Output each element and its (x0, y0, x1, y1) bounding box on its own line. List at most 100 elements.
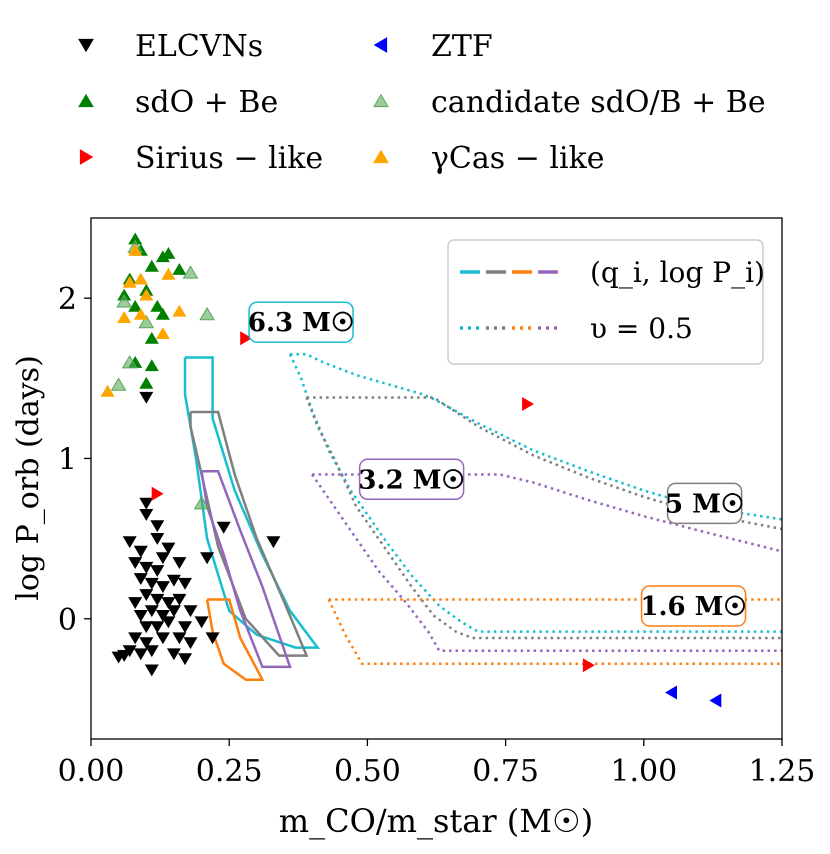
point-triangle-down-0-27 (183, 605, 198, 618)
point-triangle-up-3-6 (133, 307, 148, 320)
mass-label-3: 1.6 M☉ (640, 592, 746, 622)
point-triangle-left-5-1 (709, 693, 722, 708)
dotted-curve-7 (327, 598, 782, 665)
point-triangle-up-3-4 (139, 288, 154, 301)
point-triangle-up-1-14 (144, 359, 159, 372)
point-triangle-down-0-4 (122, 536, 137, 549)
point-triangle-down-0-16 (166, 574, 181, 587)
point-triangle-down-0-49 (266, 536, 281, 549)
region-outline-1 (189, 410, 309, 657)
point-triangle-down-0-36 (172, 632, 187, 645)
point-triangle-down-0-38 (205, 632, 220, 645)
plot-frame (90, 217, 783, 740)
point-triangle-down-0-2 (139, 509, 154, 521)
point-triangle-down-0-47 (216, 521, 231, 534)
point-triangle-down-0-8 (128, 557, 143, 569)
point-triangle-up-1-11 (155, 307, 170, 320)
y-tick-label-0: 0 (58, 603, 77, 638)
inner-legend-label-0: (q_i, log P_i) (590, 256, 765, 289)
top-legend-label-2: sdO + Be (135, 85, 278, 120)
top-legend-label-3: candidate sdO/B + Be (431, 85, 766, 120)
dotted-curve-4 (312, 473, 782, 553)
top-legend-label-1: ZTF (431, 29, 493, 64)
y-tick-label-1: 1 (58, 442, 77, 477)
point-triangle-right-4-3 (582, 658, 595, 673)
point-triangle-up-1-4 (161, 247, 176, 259)
top-legend-label-4: Sirius − like (135, 141, 323, 176)
regions-layer (183, 356, 321, 681)
point-triangle-up-3-9 (100, 384, 115, 397)
region-outline-3 (205, 598, 265, 681)
x-tick-label-4: 1.00 (610, 754, 677, 789)
point-triangle-up-2-1 (182, 265, 199, 279)
point-triangle-down-0-23 (133, 610, 148, 622)
top-legend-marker-3 (373, 93, 389, 108)
mass-label-box-2 (666, 482, 743, 525)
mass-label-box-1 (358, 458, 465, 501)
points-layer (100, 232, 722, 708)
mass-label-box-3 (640, 585, 747, 627)
point-triangle-up-2-2 (116, 294, 133, 308)
point-triangle-down-0-43 (178, 653, 192, 666)
point-triangle-up-2-5 (121, 355, 138, 369)
point-triangle-down-0-18 (139, 589, 154, 601)
point-triangle-down-0-29 (150, 621, 165, 634)
dotted-curve-0 (290, 353, 782, 521)
point-triangle-down-0-30 (161, 616, 176, 629)
top-legend-marker-1 (373, 37, 388, 53)
point-triangle-down-0-3 (150, 520, 165, 533)
point-triangle-down-0-10 (150, 565, 165, 577)
inner-legend-label-1: υ = 0.5 (590, 312, 693, 345)
point-triangle-up-1-10 (150, 299, 165, 312)
point-triangle-down-0-26 (166, 605, 181, 618)
point-triangle-down-0-42 (166, 648, 181, 661)
point-triangle-down-0-5 (133, 545, 148, 558)
point-triangle-down-0-37 (183, 637, 198, 650)
point-triangle-right-4-2 (151, 486, 164, 501)
region-outline-0 (183, 356, 321, 649)
point-triangle-down-0-14 (144, 577, 159, 590)
point-triangle-down-0-9 (139, 561, 154, 574)
point-triangle-down-0-45 (111, 651, 126, 664)
point-triangle-down-0-41 (144, 645, 159, 658)
top-legend-marker-2 (78, 93, 94, 108)
top-legend: ELCVNs ZTF sdO + Be candidate sdO/B + Be Sir… (78, 29, 766, 176)
point-triangle-down-0-33 (128, 632, 143, 645)
point-triangle-up-2-6 (110, 377, 127, 391)
x-tick-label-3: 0.75 (472, 754, 539, 789)
point-triangle-up-3-7 (172, 304, 187, 317)
point-triangle-up-2-7 (193, 496, 210, 510)
point-triangle-up-1-5 (172, 263, 187, 275)
top-legend-label-0: ELCVNs (135, 29, 263, 64)
mass-labels-layer: 6.3 M☉ 3.2 M☉ 5 M☉ 1.6 M☉ (248, 301, 747, 627)
point-triangle-up-1-2 (144, 259, 159, 272)
y-axis-label: log P_orb (days) (11, 355, 46, 601)
inner-legend: (q_i, log P_i) υ = 0.5 (447, 239, 765, 365)
point-triangle-left-5-0 (665, 685, 677, 700)
point-triangle-down-0-22 (172, 593, 187, 606)
region-outline-2 (200, 470, 292, 669)
point-triangle-right-4-1 (522, 397, 534, 411)
point-triangle-down-0-32 (194, 616, 209, 629)
point-triangle-down-0-21 (161, 597, 176, 609)
top-legend-marker-0 (78, 38, 94, 53)
mass-label-2: 5 M☉ (665, 489, 744, 519)
x-tick-label-1: 0.25 (196, 754, 263, 789)
point-triangle-down-0-34 (139, 637, 154, 650)
x-tick-label-0: 0.00 (58, 754, 125, 789)
dotted-curve-3 (305, 397, 782, 640)
point-triangle-down-0-48 (200, 552, 215, 565)
point-triangle-right-4-0 (240, 331, 253, 346)
point-triangle-down-0-35 (155, 632, 170, 645)
point-triangle-up-3-2 (133, 272, 148, 285)
point-triangle-up-3-1 (122, 275, 137, 288)
point-triangle-up-3-5 (117, 311, 132, 323)
point-triangle-up-3-8 (155, 327, 170, 339)
point-triangle-down-0-40 (133, 648, 148, 661)
point-triangle-down-0-20 (128, 597, 143, 609)
point-triangle-up-3-0 (128, 243, 143, 256)
point-triangle-up-1-9 (128, 299, 143, 312)
point-triangle-down-0-19 (150, 593, 165, 606)
